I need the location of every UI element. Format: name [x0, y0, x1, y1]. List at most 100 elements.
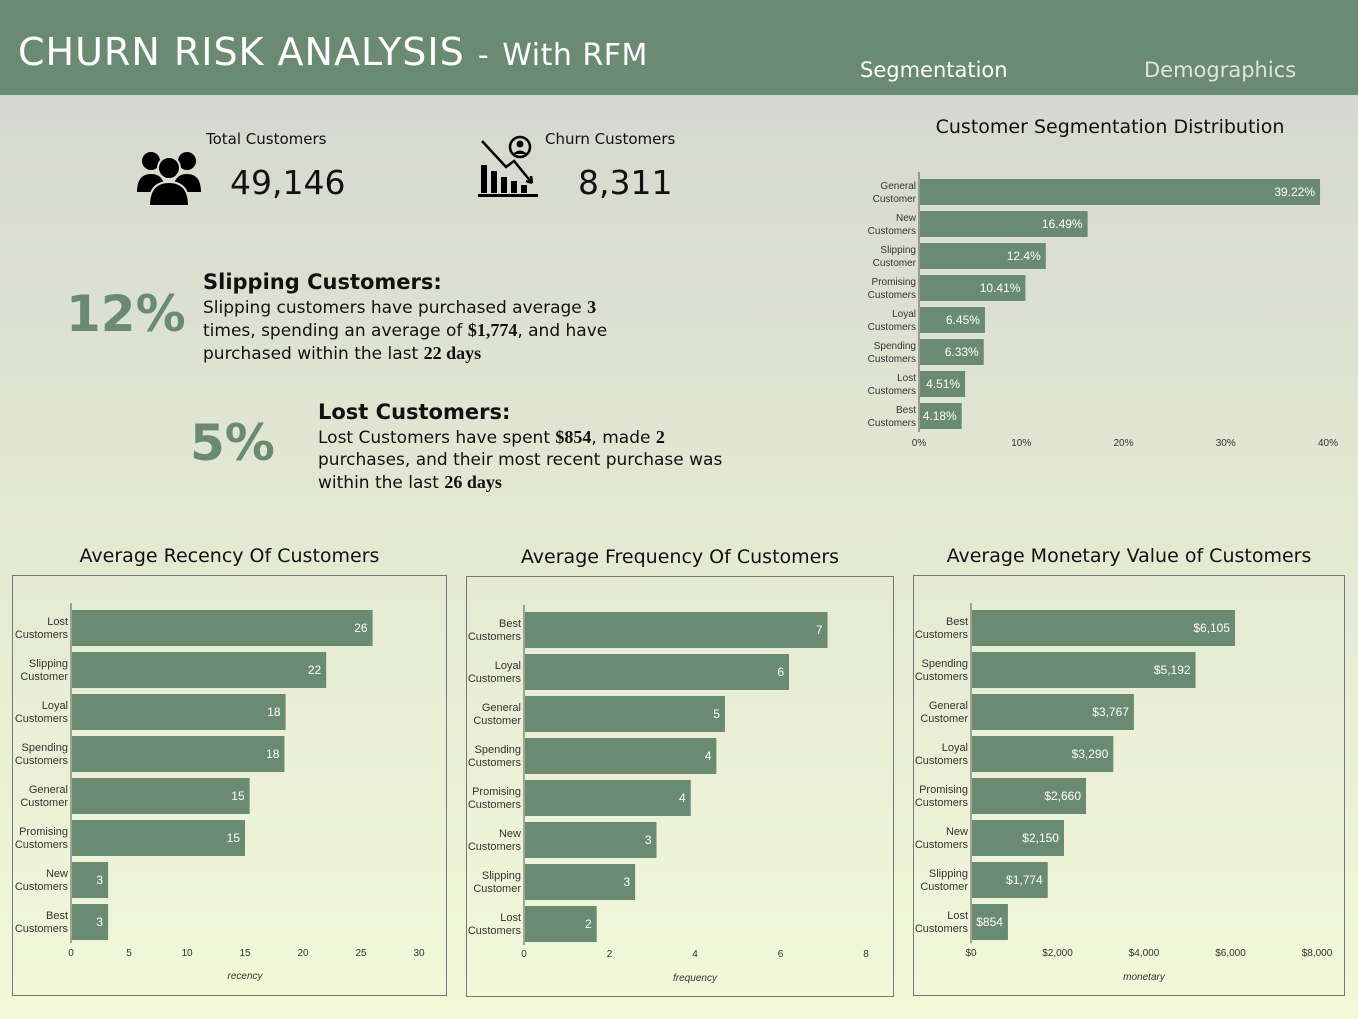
bar-new-customers	[72, 862, 109, 898]
category-label: Customers	[468, 925, 522, 937]
category-label: Best	[499, 618, 521, 630]
bar-value-label: 15	[227, 831, 241, 845]
title-separator: -	[477, 38, 490, 73]
x-tick-label: 40%	[1318, 438, 1338, 449]
category-label: Spending	[22, 742, 69, 754]
bar-best-customers	[972, 610, 1236, 646]
bar-promising-customers	[72, 820, 245, 856]
monetary-chart: $6,105BestCustomers$5,192SpendingCustome…	[915, 603, 1333, 983]
category-label: Customers	[868, 290, 916, 301]
category-label: New	[896, 213, 917, 224]
bar-promising-customers	[972, 778, 1087, 814]
category-label: Lost	[47, 616, 68, 628]
category-label: Customers	[15, 713, 69, 725]
category-label: Best	[46, 910, 68, 922]
header-bar: CHURN RISK ANALYSIS - With RFM Segmentat…	[0, 0, 1358, 95]
category-label: Customers	[468, 841, 522, 853]
bar-new-customers	[525, 822, 657, 858]
x-tick-label: $2,000	[1042, 948, 1073, 959]
bar-promising-customers	[525, 780, 691, 816]
category-label: Loyal	[892, 309, 916, 320]
x-tick-label: 10	[181, 948, 193, 959]
bar-value-label: 3	[645, 833, 652, 847]
bar-spending-customers	[920, 339, 984, 365]
bar-value-label: 22	[308, 663, 322, 677]
nav-segmentation[interactable]: Segmentation	[860, 58, 1008, 82]
bar-general-customer	[972, 694, 1134, 730]
category-label: Customer	[873, 194, 917, 205]
x-tick-label: 2	[607, 949, 613, 960]
lost-avg-spend: $854	[555, 427, 592, 447]
bar-value-label: 15	[231, 789, 245, 803]
x-tick-label: 8	[863, 949, 869, 960]
category-label: General	[880, 181, 916, 192]
bar-general-customer	[525, 696, 725, 732]
bar-value-label: 6	[777, 665, 784, 679]
lost-description: Lost Customers have spent $854, made 2 p…	[318, 426, 738, 494]
bar-lost-customers	[920, 371, 966, 397]
category-label: Customers	[868, 354, 916, 365]
bar-loyal-customers	[972, 736, 1114, 772]
category-label: Customers	[15, 629, 69, 641]
category-label: Promising	[19, 826, 68, 838]
people-group-icon	[137, 152, 201, 206]
category-label: Slipping	[482, 870, 521, 882]
category-label: Customers	[468, 757, 522, 769]
category-label: Loyal	[495, 660, 521, 672]
bar-value-label: 12.4%	[1007, 249, 1041, 263]
x-tick-label: $4,000	[1129, 948, 1160, 959]
category-label: Best	[896, 405, 916, 416]
category-label: Customer	[920, 881, 968, 893]
x-tick-label: 6	[778, 949, 784, 960]
x-tick-label: $8,000	[1302, 948, 1333, 959]
slipping-title: Slipping Customers:	[203, 270, 442, 294]
bar-value-label: $5,192	[1154, 663, 1191, 677]
x-tick-label: 5	[126, 948, 132, 959]
monetary-chart-title: Average Monetary Value of Customers	[946, 545, 1312, 567]
bar-value-label: 2	[585, 917, 592, 931]
category-label: Lost	[947, 910, 968, 922]
bar-value-label: 5	[713, 707, 720, 721]
bar-value-label: 18	[266, 747, 280, 761]
dashboard-title: CHURN RISK ANALYSIS - With RFM	[18, 30, 648, 74]
category-label: New	[499, 828, 521, 840]
category-label: Customer	[473, 883, 521, 895]
bar-best-customers	[525, 612, 828, 648]
category-label: Customers	[915, 923, 969, 935]
x-tick-label: 0%	[912, 438, 927, 449]
bar-new-customers	[920, 211, 1088, 237]
category-label: General	[29, 784, 68, 796]
bar-lost-customers	[972, 904, 1008, 940]
category-label: Customer	[20, 671, 68, 683]
total-customers-label: Total Customers	[206, 130, 327, 148]
slipping-percent: 12%	[66, 285, 186, 343]
category-label: Lost	[897, 373, 916, 384]
slipping-description: Slipping customers have purchased averag…	[203, 296, 623, 365]
bar-value-label: 3	[623, 875, 630, 889]
bar-slipping-customer	[72, 652, 327, 688]
bar-value-label: 18	[267, 705, 281, 719]
bar-loyal-customers	[920, 307, 985, 333]
slipping-avg-spend: $1,774	[467, 320, 518, 340]
bar-best-customers	[920, 403, 962, 429]
category-label: Customer	[873, 258, 917, 269]
x-tick-label: 10%	[1011, 438, 1031, 449]
bar-value-label: 16.49%	[1042, 217, 1083, 231]
bar-value-label: $1,774	[1006, 873, 1043, 887]
monetary-chart-panel	[913, 575, 1345, 996]
lost-title: Lost Customers:	[318, 400, 511, 424]
x-tick-label: 20	[297, 948, 309, 959]
category-label: Customers	[915, 629, 969, 641]
churn-customers-value: 8,311	[578, 163, 673, 202]
bar-value-label: 39.22%	[1274, 185, 1315, 199]
bar-general-customer	[72, 778, 250, 814]
category-label: Promising	[872, 277, 916, 288]
bar-value-label: 4.51%	[926, 377, 960, 391]
bar-value-label: $854	[976, 915, 1003, 929]
bar-value-label: 7	[816, 623, 823, 637]
bar-spending-customers	[972, 652, 1196, 688]
lost-text-2: , made	[591, 428, 656, 448]
category-label: Lost	[500, 912, 521, 924]
nav-demographics[interactable]: Demographics	[1144, 58, 1297, 82]
category-label: Loyal	[42, 700, 68, 712]
